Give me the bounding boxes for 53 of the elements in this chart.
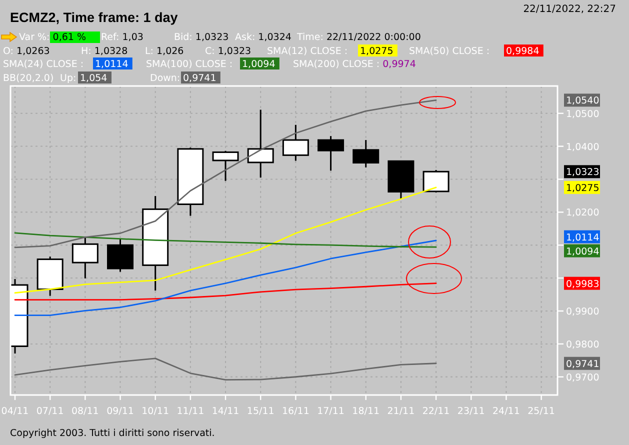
x-tick-label: 07/11 (36, 406, 64, 417)
text: 1,054 (80, 73, 108, 84)
x-tick-label: 25/11 (528, 406, 555, 417)
x-tick-label: 18/11 (352, 406, 380, 417)
line-series (14, 232, 437, 248)
text: Time: 22/11/2022 0:00:00 (296, 32, 421, 43)
text: 0,9741 (183, 73, 216, 84)
text: Copyright 2003. Tutti i diritti sono riservati. (10, 428, 215, 439)
x-tick-label: 22/11 (422, 406, 450, 417)
x-tick-label: 24/11 (492, 406, 520, 417)
x-tick-label: 16/11 (282, 406, 310, 417)
y-tick-label: 0,9700 (566, 372, 600, 384)
text: L: 1,026 (145, 46, 184, 57)
legend-label: SMA(50) CLOSE : (409, 46, 490, 57)
text: C: 1,0323 (205, 46, 252, 57)
x-tick-label: 11/11 (176, 406, 204, 417)
x-tick-label: 23/11 (457, 406, 485, 417)
x-tick-label: 09/11 (106, 406, 134, 417)
text: Bid: 1,0323 (174, 32, 229, 43)
x-tick-label: 21/11 (387, 406, 415, 417)
line-series (14, 282, 437, 300)
text: 0,9984 (506, 46, 540, 57)
chart-title: ECMZ2, Time frame: 1 day (10, 10, 178, 25)
legend-label: Down: (150, 73, 180, 84)
legend-label: SMA(12) CLOSE : (267, 46, 348, 57)
text: 1,0275 (360, 46, 394, 57)
text: 22/11/2022, 22:27 (523, 4, 616, 15)
x-tick-label: 17/11 (317, 406, 344, 417)
text: H: 1,0328 (81, 46, 128, 57)
x-tick-label: 14/11 (212, 406, 240, 417)
x-tick-label: 04/11 (1, 406, 29, 417)
legend-label: SMA(24) CLOSE : (3, 59, 84, 70)
y-tick-label: 0,9800 (566, 339, 600, 350)
text: 1,0114 (95, 59, 128, 70)
y-tick-label: 1,0200 (566, 208, 600, 219)
x-tick-label: 15/11 (246, 406, 274, 417)
x-tick-label: 10/11 (142, 406, 170, 417)
text: BB(20,2.0) (3, 73, 54, 84)
y-tick-label: 1,0400 (566, 142, 600, 153)
text: O: 1,0263 (3, 46, 50, 57)
y-tick-label: 0,9900 (566, 306, 600, 318)
y-tick-label: 1,0500 (566, 108, 600, 120)
line-series (14, 358, 437, 381)
x-tick-label: 08/11 (71, 406, 99, 417)
legend-label: SMA(100) CLOSE : (146, 59, 233, 70)
text: Ask: 1,0324 (235, 32, 292, 43)
line-series (14, 240, 437, 316)
text: Var %: 0,61 % (19, 32, 86, 43)
legend-label: Up: (60, 73, 76, 84)
line-series (14, 186, 437, 294)
text: SMA(200) CLOSE : 0,9974 (293, 59, 416, 70)
text: Ref: 1,03 (101, 32, 144, 43)
text: 1,0094 (242, 59, 276, 70)
